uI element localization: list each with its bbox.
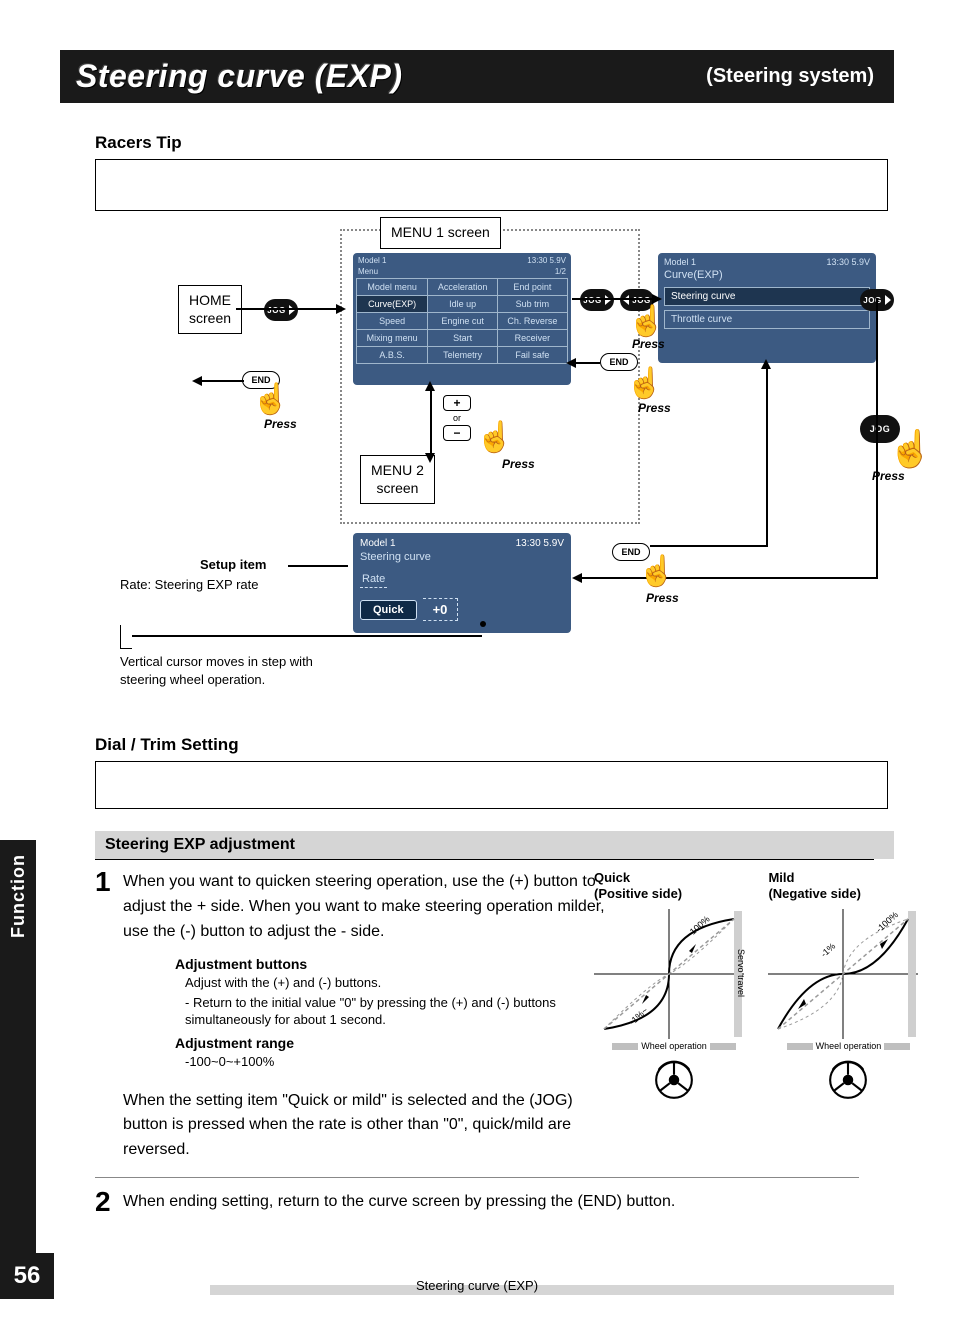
hand-icon-3: ☝ [252,385,289,415]
quick-curve-svg [594,909,744,1039]
footer: Steering curve (EXP) [0,1285,954,1295]
step-2-text: When ending setting, return to the curve… [123,1190,883,1215]
home-label: HOME screen [178,285,242,334]
adj-buttons-l2: - Return to the initial value "0" by pre… [185,994,615,1029]
lcd-steering-curve: Model 113:30 5.9VSteering curveRateQuick… [353,533,571,633]
adj-buttons-hd: Adjustment buttons [175,956,615,972]
arrow-home-menu [236,308,340,310]
arrow-m1-curve-head [652,294,662,304]
adj-range-val: -100~0~+100% [185,1053,615,1071]
plus-minus-toggle[interactable]: + or − [442,395,472,441]
curve-mild: Mild(Negative side) -100% -1% Wheel oper… [768,870,928,1101]
quick-hd: Quick [594,870,630,885]
setup-item-label: Setup item [200,557,266,572]
side-tab: Function [0,840,36,1260]
lcd-menu1: Model 113:30 5.9VMenu1/2Model menuAccele… [353,253,571,385]
mild-curve-svg [768,909,918,1039]
menu1-label: MENU 1 screen [380,217,501,249]
setup-item-value: Rate: Steering EXP rate [120,577,259,592]
arrow-end2 [574,362,600,364]
lcd-curve-menu: Model 113:30 5.9VCurve(EXP)Steering curv… [658,253,876,363]
wheel-op-m: Wheel operation [768,1041,928,1051]
title-bar: Steering curve (EXP) (Steering system) [60,50,894,103]
dial-trim-heading: Dial / Trim Setting [95,735,894,755]
quick-sub: (Positive side) [594,886,682,901]
pm-or: or [453,413,461,423]
hand-icon-5: ☝ [888,431,933,467]
arrow-up-curve-head [761,359,771,369]
adj-buttons-l1: Adjust with the (+) and (-) buttons. [185,974,615,992]
servo-label-q: Servo travel [736,949,746,997]
minus-button[interactable]: − [443,425,471,441]
adjustment-block: Adjustment buttons Adjust with the (+) a… [175,956,615,1070]
arrow-up-curve [766,365,768,545]
adj-range-hd: Adjustment range [175,1035,615,1051]
plus-button[interactable]: + [443,395,471,411]
hand-icon-2: ☝ [628,307,665,337]
press-label-4: Press [638,401,671,415]
jog-right-1[interactable]: JOG [264,299,298,321]
hand-icon-6: ☝ [638,557,675,587]
pm-arrow-up [425,381,435,391]
title-main: Steering curve (EXP) [76,58,403,95]
vcursor-text: Vertical cursor moves in step with steer… [120,653,360,688]
wheel-op-q: Wheel operation [594,1041,754,1051]
arrow-end-home-head [192,376,202,386]
nav-diagram: MENU 1 screen HOME screen Model 113:30 5… [60,225,894,725]
arrow-end-home [200,380,244,382]
page-root: Steering curve (EXP) (Steering system) R… [0,0,954,1327]
mild-curve-box: -100% -1% [768,909,918,1039]
step-2: 2 When ending setting, return to the cur… [95,1190,894,1215]
hand-icon: ☝ [476,423,513,453]
vcursor-bracket [120,625,132,649]
step-1-text: When you want to quicken steering operat… [123,870,613,944]
press-label-pm: Press [502,457,535,471]
arrow-end3-h [650,545,768,547]
vcursor-dot [480,621,486,627]
press-label-2: Press [632,337,665,351]
racers-tip-box [95,159,888,211]
arrow-right-bottom [580,577,878,579]
racers-tip-heading: Racers Tip [95,133,894,153]
curve-charts: Quick(Positive side) ~-100% -1%~ Servo t… [594,870,934,1101]
wheel-icon-m [827,1059,869,1101]
wheel-icon-q [653,1059,695,1101]
side-tab-text: Function [0,840,37,952]
quick-curve-box: ~-100% -1%~ Servo travel [594,909,744,1039]
arrow-home-menu-head [336,304,346,314]
step-divider [95,1177,859,1178]
mild-hd: Mild [768,870,794,885]
arrow-m1-curve [572,298,658,300]
section-rule [95,859,874,860]
section-bar: Steering EXP adjustment [95,831,894,859]
arrow-end2-head [566,358,576,368]
menu2-label: MENU 2 screen [360,455,435,504]
hand-icon-4: ☝ [626,369,663,399]
arrow-right-bottom-head [572,573,582,583]
jog-right-2[interactable]: JOG [580,289,614,311]
mild-sub: (Negative side) [768,886,860,901]
press-label-6: Press [646,591,679,605]
arrow-right-down [876,298,878,578]
step-1-tail: When the setting item "Quick or mild" is… [123,1089,613,1163]
press-label-3: Press [264,417,297,431]
footer-label: Steering curve (EXP) [0,1278,954,1293]
step-2-num: 2 [95,1186,111,1218]
setup-arrow [288,565,348,567]
step-1-num: 1 [95,866,111,898]
curve-quick: Quick(Positive side) ~-100% -1%~ Servo t… [594,870,754,1101]
pm-arrow-down [425,453,435,463]
dial-trim-box [95,761,888,809]
pm-arrow-line [430,387,432,457]
title-sub: (Steering system) [706,65,874,88]
vcursor-arrow [132,635,482,637]
